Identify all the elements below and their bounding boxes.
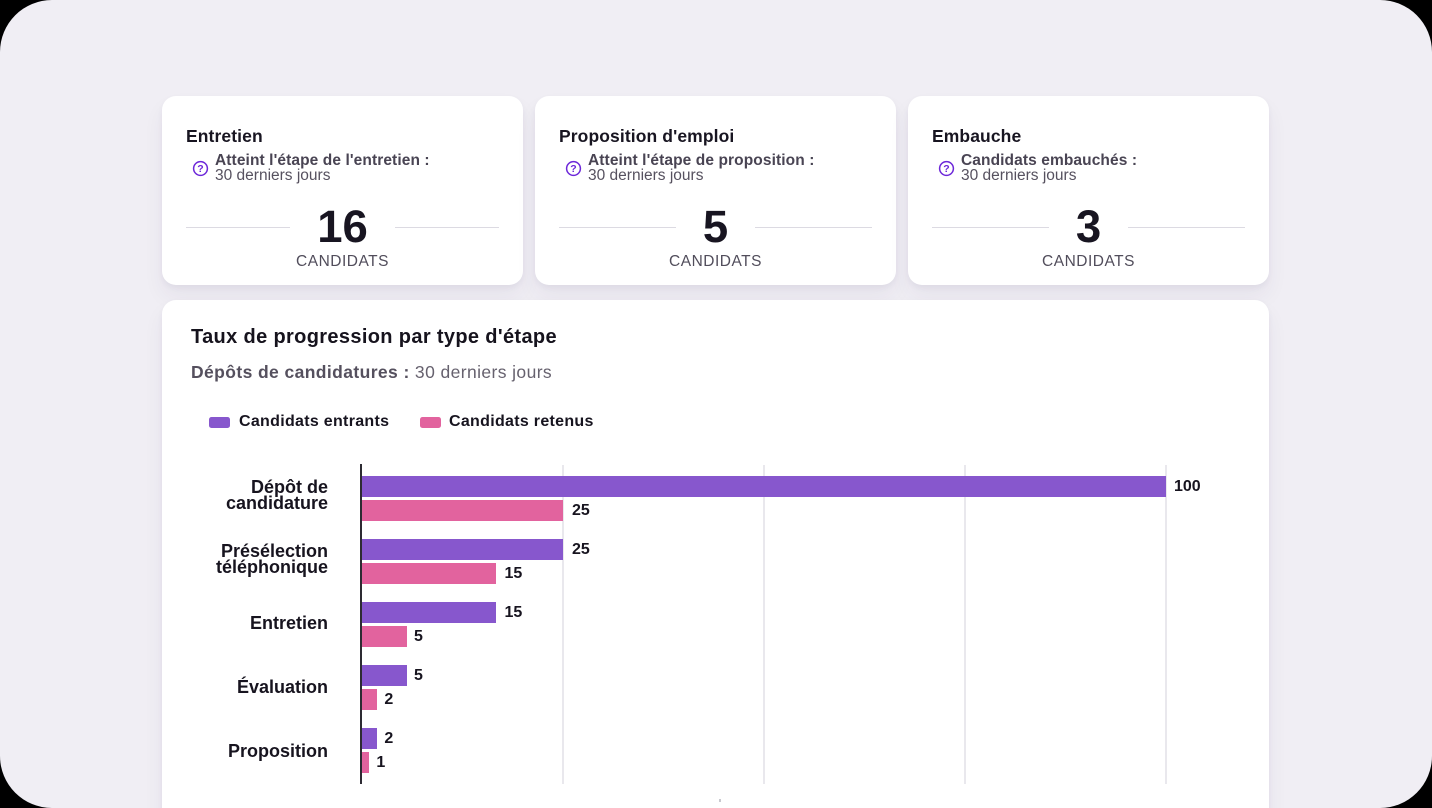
svg-text:?: ? [943,163,949,175]
svg-text:?: ? [197,163,203,175]
svg-text:?: ? [570,163,576,175]
